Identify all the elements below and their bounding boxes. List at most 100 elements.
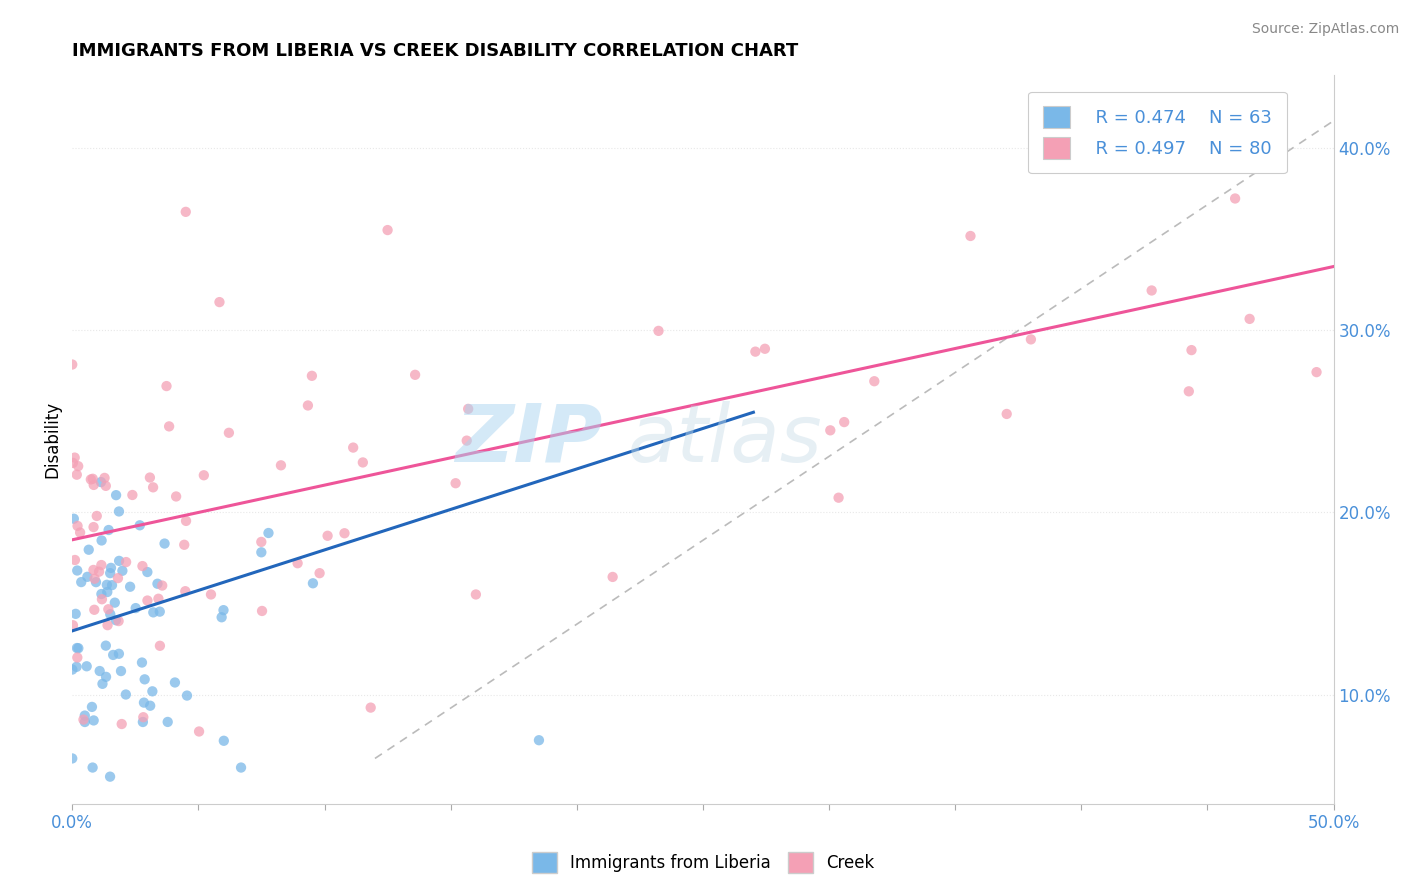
Point [86, 508, 108, 523]
Point [212, 603, 235, 617]
Point [308, 566, 330, 581]
Point [211, 610, 233, 624]
Point [76, 570, 98, 584]
Point [157, 419, 180, 434]
Point [94, 639, 117, 653]
Text: atlas: atlas [627, 401, 823, 479]
Point [148, 591, 170, 606]
Point [134, 673, 156, 687]
Point [115, 555, 138, 569]
Point [60, 751, 83, 765]
Point [457, 401, 479, 416]
Point [142, 606, 165, 620]
Point [108, 554, 131, 568]
Point [91, 677, 114, 691]
Point [156, 714, 179, 729]
Point [257, 526, 280, 541]
Point [287, 556, 309, 570]
Point [136, 593, 159, 607]
Point [1305, 365, 1327, 379]
Point [82, 472, 104, 486]
Point [193, 468, 215, 483]
Point [107, 571, 129, 585]
Point [153, 536, 176, 550]
Point [80, 472, 103, 486]
Point [97, 523, 120, 537]
Point [101, 648, 124, 662]
Point [1223, 192, 1246, 206]
Point [174, 514, 197, 528]
Point [120, 580, 142, 594]
Point [527, 733, 550, 747]
Point [832, 415, 855, 429]
Point [456, 434, 478, 448]
Point [132, 710, 155, 724]
Point [754, 342, 776, 356]
Point [1019, 332, 1042, 346]
Point [377, 223, 399, 237]
Point [93, 471, 115, 485]
Point [128, 518, 150, 533]
Text: ZIP: ZIP [454, 401, 602, 479]
Point [302, 576, 325, 591]
Point [863, 374, 886, 388]
Point [1140, 284, 1163, 298]
Point [63, 450, 86, 465]
Point [115, 688, 138, 702]
Point [98, 607, 121, 622]
Point [90, 587, 112, 601]
Point [90, 592, 112, 607]
Point [90, 533, 112, 548]
Point [212, 733, 235, 747]
Point [100, 561, 122, 575]
Point [827, 491, 849, 505]
Point [139, 698, 162, 713]
Point [360, 700, 382, 714]
Point [464, 587, 486, 601]
Point [647, 324, 669, 338]
Point [270, 458, 292, 473]
Point [83, 572, 105, 586]
Point [131, 656, 153, 670]
Point [82, 760, 104, 774]
Point [250, 604, 273, 618]
Point [132, 696, 155, 710]
Point [66, 650, 89, 665]
Point [96, 578, 118, 592]
Point [149, 605, 172, 619]
Point [108, 504, 131, 518]
Point [70, 575, 93, 590]
Point [101, 578, 124, 592]
Point [250, 535, 273, 549]
Point [83, 714, 105, 728]
Point [83, 520, 105, 534]
Point [132, 714, 155, 729]
Point [62, 618, 84, 632]
Legend:   R = 0.474    N = 63,   R = 0.497    N = 80: R = 0.474 N = 63, R = 0.497 N = 80 [1028, 92, 1286, 173]
Point [1178, 384, 1201, 399]
Point [229, 760, 252, 774]
Point [139, 470, 162, 484]
Point [602, 570, 624, 584]
Point [333, 526, 356, 541]
Point [107, 614, 129, 628]
Point [444, 476, 467, 491]
Legend: Immigrants from Liberia, Creek: Immigrants from Liberia, Creek [526, 846, 880, 880]
Text: Source: ZipAtlas.com: Source: ZipAtlas.com [1251, 22, 1399, 37]
Point [98, 566, 121, 581]
Point [77, 542, 100, 557]
Point [66, 519, 89, 533]
Point [155, 379, 177, 393]
Point [1180, 343, 1202, 358]
Point [200, 587, 222, 601]
Point [72, 713, 94, 727]
Point [60, 663, 83, 677]
Point [66, 640, 89, 655]
Point [959, 229, 981, 244]
Point [250, 545, 273, 559]
Text: IMMIGRANTS FROM LIBERIA VS CREEK DISABILITY CORRELATION CHART: IMMIGRANTS FROM LIBERIA VS CREEK DISABIL… [72, 42, 799, 60]
Point [316, 529, 339, 543]
Y-axis label: Disability: Disability [44, 401, 60, 478]
Point [62, 456, 84, 470]
Point [165, 490, 187, 504]
